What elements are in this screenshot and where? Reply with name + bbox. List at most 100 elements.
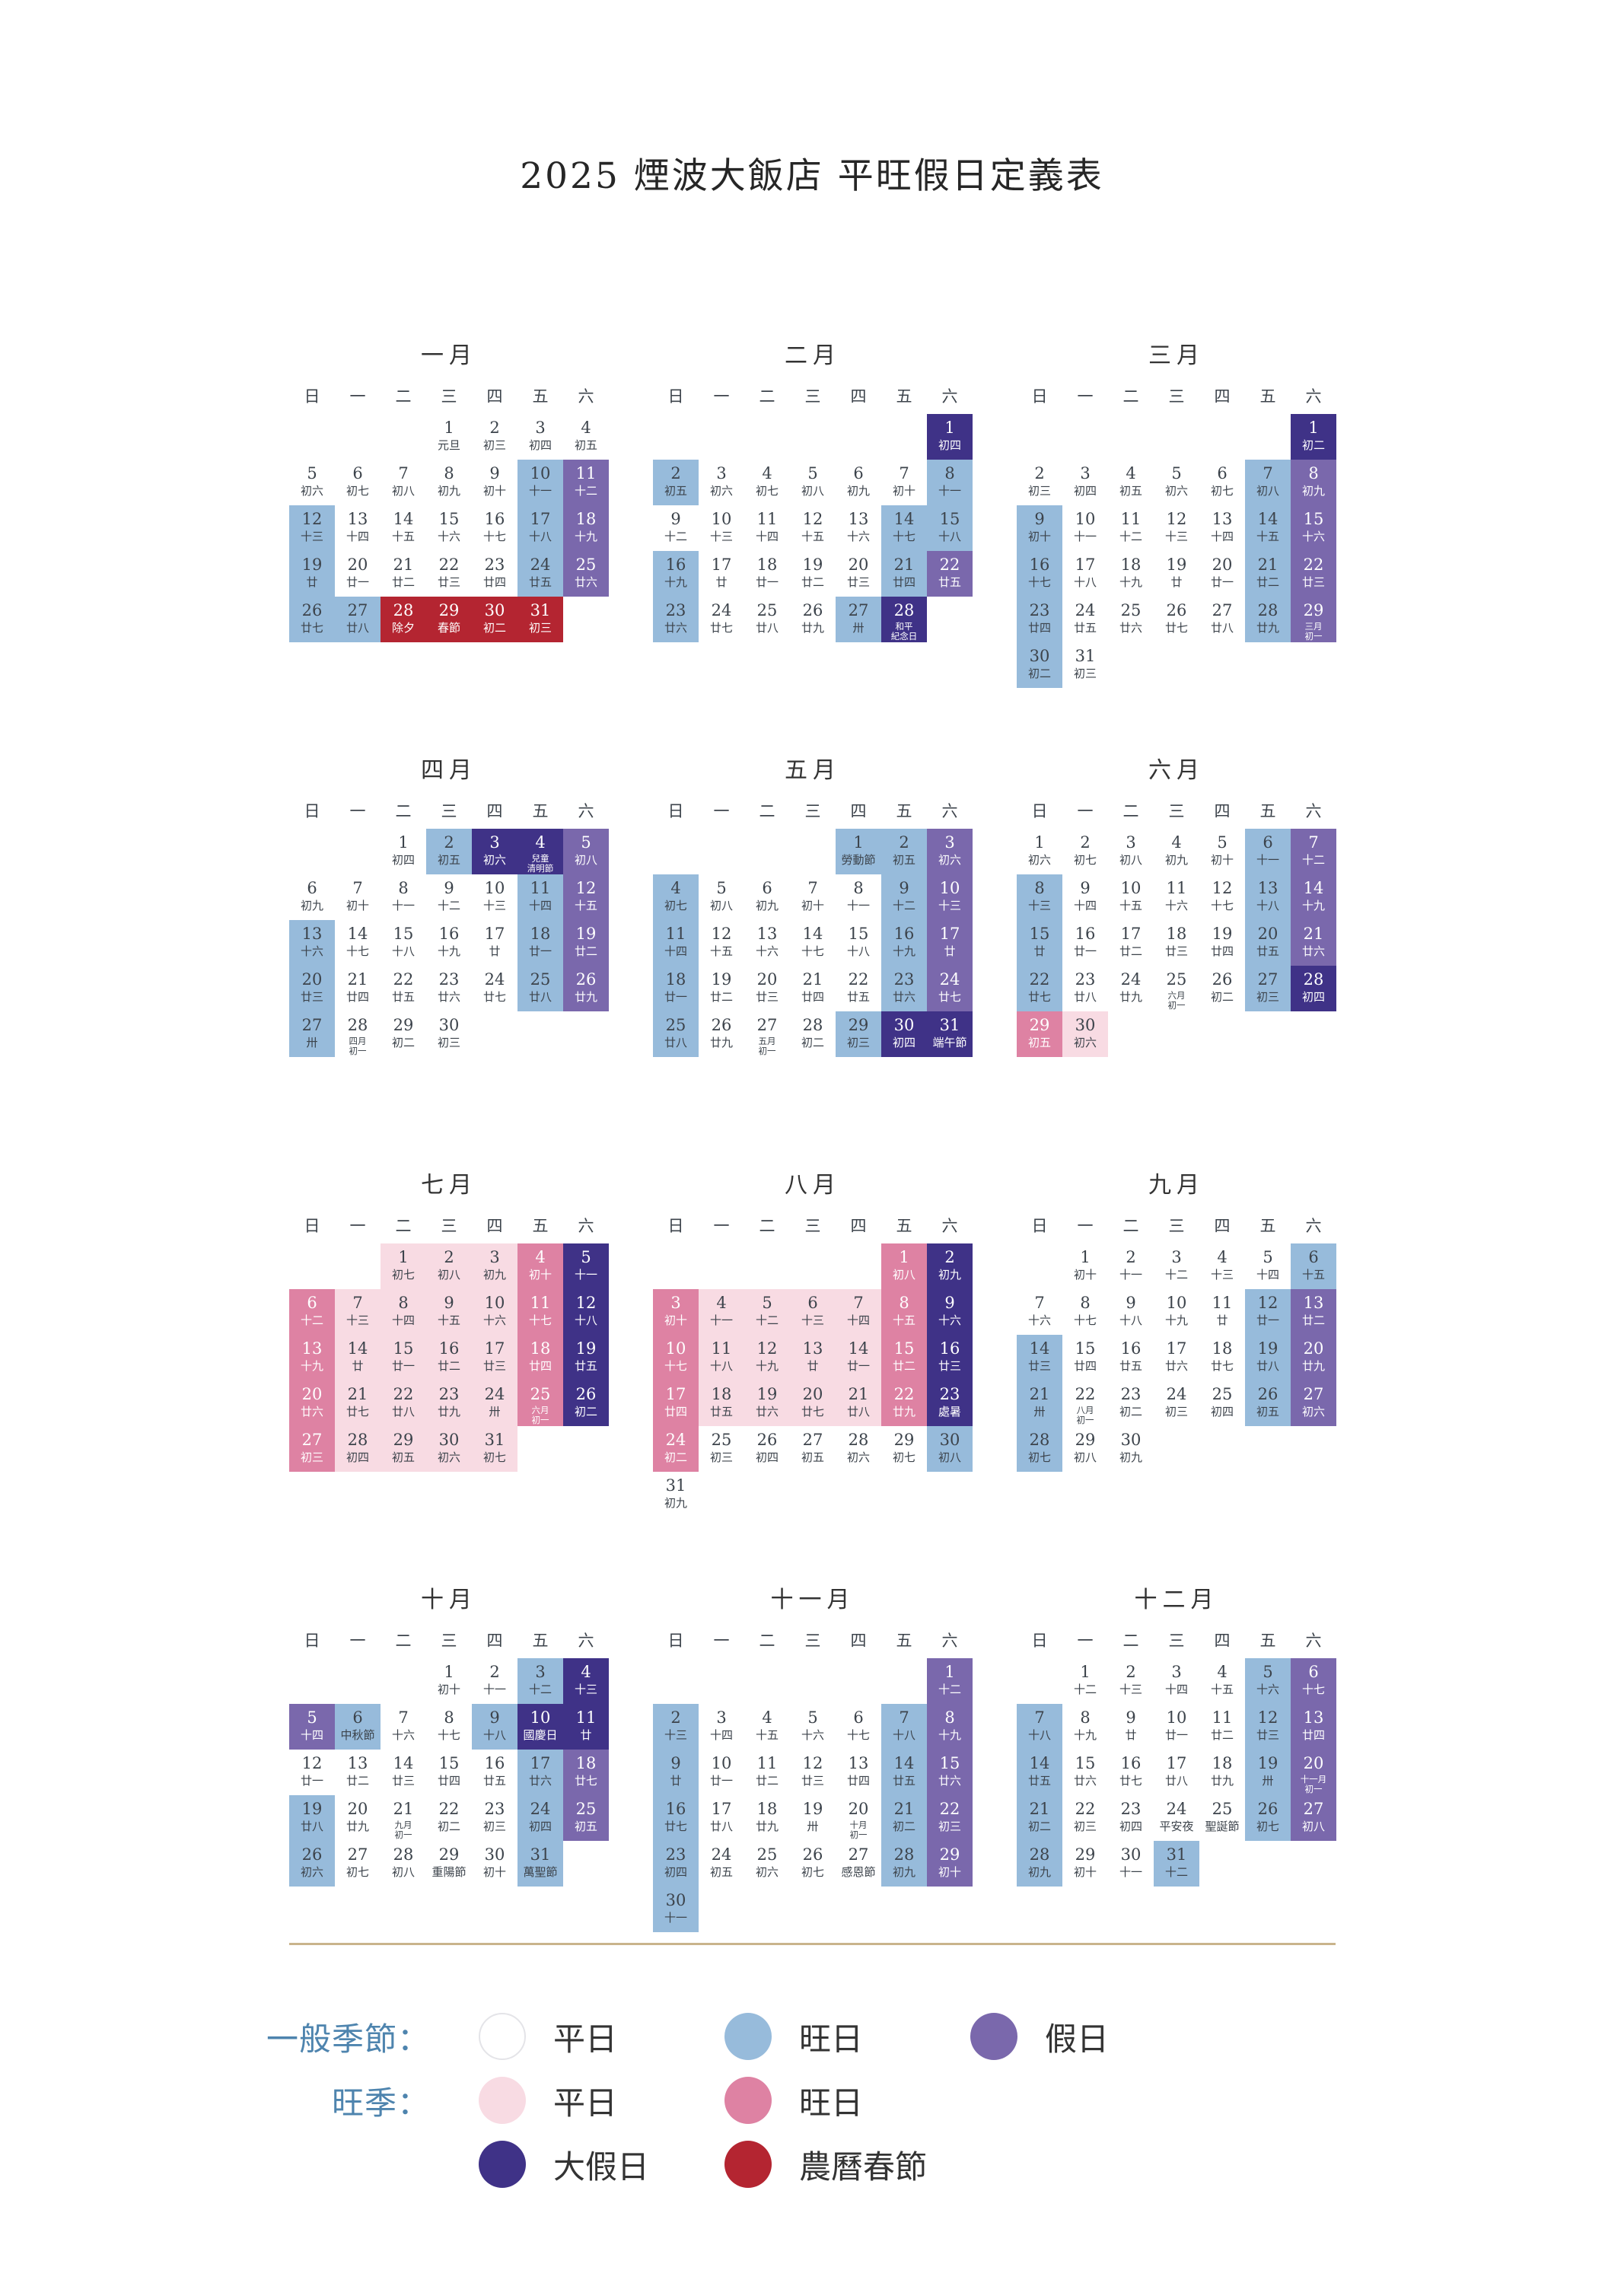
day-cell: 18 廿四	[517, 1335, 563, 1380]
day-cell: 17 廿	[927, 920, 973, 966]
day-lunar: 初二	[437, 1820, 460, 1833]
day-lunar: 廿二	[437, 1360, 460, 1373]
day-cell: 4 初五	[1108, 460, 1154, 505]
day-number: 23	[893, 970, 915, 989]
day-lunar: 廿五	[1027, 1775, 1051, 1788]
day-number: 7	[853, 1294, 864, 1312]
day-cell: 10 十六	[472, 1289, 517, 1335]
day-cell: 9 十八	[472, 1704, 517, 1750]
day-cell: 12 十三	[289, 505, 335, 551]
day-number: 7	[807, 879, 818, 897]
day-lunar: 十一	[1119, 1866, 1142, 1879]
day-number: 21	[1303, 925, 1324, 943]
weekday-header: 四	[850, 1632, 867, 1650]
day-number: 25	[575, 556, 597, 574]
day-cell: 16 十七	[1017, 551, 1062, 597]
day-lunar: 十九	[938, 1729, 961, 1742]
day-lunar: 十七	[1301, 1683, 1325, 1696]
day-cell: 6 十三	[790, 1289, 836, 1335]
day-lunar: 廿	[807, 1360, 819, 1373]
day-number: 20	[301, 1385, 323, 1403]
day-lunar: 初八	[391, 1866, 415, 1879]
day-cell: 29 初三	[836, 1011, 881, 1057]
day-lunar: 初四	[528, 439, 552, 452]
day-number: 31	[530, 1845, 551, 1864]
day-lunar: 十八	[1256, 900, 1279, 912]
day-number: 9	[944, 1294, 955, 1312]
day-cell: 17 廿三	[472, 1335, 517, 1380]
weekday-header: 三	[441, 1218, 457, 1235]
day-number: 2	[444, 833, 454, 852]
day-number: 21	[1029, 1800, 1050, 1818]
day-number: 16	[1029, 556, 1050, 574]
day-lunar: 初九	[846, 485, 870, 498]
day-lunar: 廿三	[938, 1360, 961, 1373]
day-cell: 11 廿	[1199, 1289, 1245, 1335]
day-lunar: 十七	[482, 530, 506, 543]
day-number: 16	[438, 1339, 460, 1358]
day-lunar: 廿九	[574, 991, 597, 1004]
day-number: 22	[438, 556, 460, 574]
day-cell: 28 初八	[381, 1841, 426, 1887]
day-cell: 5 初八	[563, 829, 609, 874]
day-cell: 15 廿四	[1062, 1335, 1108, 1380]
day-lunar: 初八	[801, 485, 824, 498]
day-cell: 2 十三	[653, 1704, 699, 1750]
day-cell: 28 初四	[335, 1426, 381, 1472]
day-number: 12	[301, 1754, 323, 1772]
day-number: 18	[1212, 1339, 1233, 1358]
day-lunar: 卅	[1262, 1775, 1274, 1788]
day-lunar: 初十	[482, 1866, 506, 1879]
day-number: 15	[438, 1754, 460, 1772]
day-number: 4	[670, 879, 681, 897]
day-cell: 27 初七	[335, 1841, 381, 1887]
day-number: 18	[575, 510, 597, 528]
day-lunar: 十四	[391, 1314, 415, 1327]
day-lunar: 廿二	[801, 576, 824, 589]
day-number: 18	[756, 556, 778, 574]
day-cell: 30 初六	[1062, 1011, 1108, 1057]
day-cell: 20 廿九	[335, 1795, 381, 1841]
day-lunar: 十八	[1119, 1314, 1142, 1327]
weekday-header: 五	[896, 1218, 912, 1235]
legend-item: 大假日	[479, 2141, 724, 2188]
day-number: 5	[307, 464, 317, 482]
day-number: 6	[807, 1294, 818, 1312]
day-cell: 16 廿七	[1108, 1750, 1154, 1795]
weekday-header: 日	[1031, 388, 1048, 406]
legend-item: 旺日	[724, 2013, 970, 2060]
day-cell: 14 廿三	[381, 1750, 426, 1795]
day-cell: 23 初二	[1108, 1380, 1154, 1426]
day-cell: 10 十九	[1154, 1289, 1199, 1335]
day-cell: 17 廿	[699, 551, 744, 597]
day-lunar: 廿五	[574, 1360, 597, 1373]
day-lunar: 廿四	[437, 1775, 460, 1788]
day-lunar: 廿	[352, 1360, 364, 1373]
day-lunar: 廿七	[1027, 991, 1051, 1004]
day-number: 15	[1075, 1754, 1096, 1772]
day-lunar: 初三	[482, 1820, 506, 1833]
day-number: 3	[716, 464, 727, 482]
weekday-header: 四	[1214, 803, 1231, 820]
day-number: 20	[1303, 1754, 1324, 1772]
day-cell: 5 初六	[1154, 460, 1199, 505]
day-lunar: 廿三	[1256, 1729, 1279, 1742]
day-cell: 2 初八	[426, 1243, 472, 1289]
day-lunar: 十七	[1027, 576, 1051, 589]
day-cell: 2 初三	[472, 414, 517, 460]
day-number: 16	[484, 1754, 505, 1772]
day-cell: 30 初二	[472, 597, 517, 642]
day-cell: 3 十四	[1154, 1658, 1199, 1704]
day-number: 30	[1120, 1845, 1142, 1864]
weekday-header: 一	[1077, 388, 1094, 406]
day-number: 23	[939, 1385, 960, 1403]
day-number: 27	[1303, 1385, 1324, 1403]
day-cell: 10 國慶日	[517, 1704, 563, 1750]
day-lunar: 廿一	[755, 576, 779, 589]
month-title: 一月	[421, 343, 477, 368]
legend-item: 平日	[479, 2013, 724, 2060]
day-cell: 3 初十	[653, 1289, 699, 1335]
legend-item: 假日	[970, 2013, 1216, 2060]
day-number: 13	[347, 510, 368, 528]
day-cell: 13 十四	[1199, 505, 1245, 551]
